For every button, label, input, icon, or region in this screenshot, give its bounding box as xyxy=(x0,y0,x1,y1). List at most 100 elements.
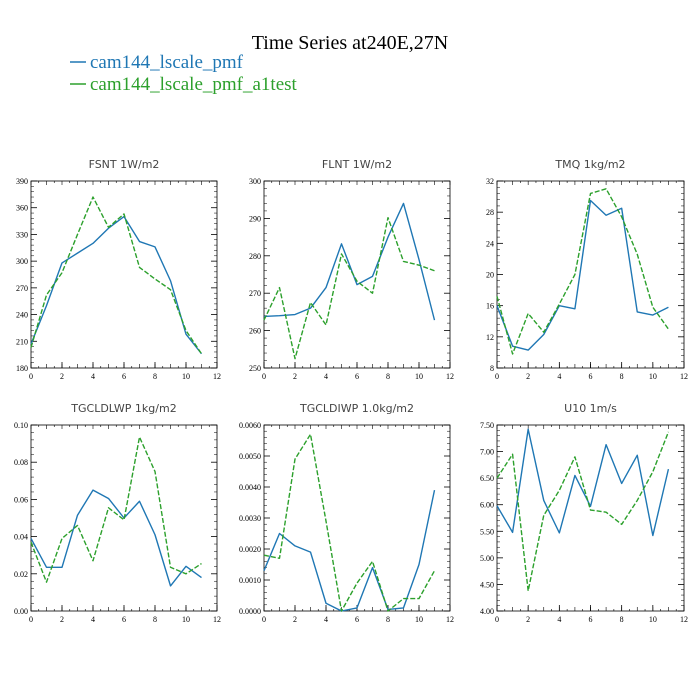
legend: cam144_lscale_pmf cam144_lscale_pmf_a1te… xyxy=(70,52,298,95)
legend-label-series-1: cam144_lscale_pmf xyxy=(90,52,244,73)
legend-label-series-2: cam144_lscale_pmf_a1test xyxy=(90,74,298,95)
y-tick-label: 390 xyxy=(16,177,28,186)
y-tick-label: 0.08 xyxy=(14,458,28,467)
x-tick-label: 6 xyxy=(122,615,126,624)
panel-title: TGCLDLWP 1kg/m2 xyxy=(70,402,176,415)
panel-2: FLNT 1W/m2 0 2 4 6 8 10 12 250 260 270 280 290 300 xyxy=(249,158,454,381)
y-tick-label: 16 xyxy=(486,302,494,311)
x-tick-label: 2 xyxy=(60,615,64,624)
y-tick-label: 28 xyxy=(486,208,494,217)
y-tick-label: 210 xyxy=(16,337,28,346)
x-tick-label: 10 xyxy=(649,372,657,381)
x-tick-label: 12 xyxy=(213,372,221,381)
series-line-1 xyxy=(263,489,436,612)
x-tick-label: 4 xyxy=(91,615,95,624)
x-tick-label: 12 xyxy=(446,615,454,624)
y-tick-label: 4.50 xyxy=(480,580,494,589)
x-tick-label: 6 xyxy=(355,615,359,624)
x-tick-label: 8 xyxy=(153,615,157,624)
x-tick-label: 2 xyxy=(526,615,530,624)
y-tick-label: 4.00 xyxy=(480,607,494,616)
series-line-2 xyxy=(496,188,669,355)
x-tick-label: 6 xyxy=(355,372,359,381)
series-line-2 xyxy=(30,196,203,355)
series-line-2 xyxy=(263,216,435,360)
y-tick-label: 0.0030 xyxy=(239,514,261,523)
y-tick-label: 0.0000 xyxy=(239,607,261,616)
y-tick-label: 260 xyxy=(249,327,261,336)
x-tick-label: 10 xyxy=(182,372,190,381)
panel-title: TMQ 1kg/m2 xyxy=(554,158,625,171)
panel-5: TGCLDIWP 1.0kg/m2 0 2 4 6 8 10 12 0.0000 0.0010 0.… xyxy=(239,402,454,624)
series-line-1 xyxy=(263,202,436,321)
y-tick-label: 330 xyxy=(16,230,28,239)
y-tick-label: 32 xyxy=(486,177,494,186)
y-tick-label: 0.0060 xyxy=(239,421,261,430)
y-tick-label: 240 xyxy=(16,311,28,320)
panel-4: TGCLDLWP 1kg/m2 0 2 4 6 8 10 12 0.00 0.02 0.04 0.06… xyxy=(14,402,221,624)
panel-6: U10 1m/s 0 2 4 6 8 10 12 4.00 4.50 5.00 5.50 6.00 6.5… xyxy=(480,402,688,624)
y-tick-label: 0.0020 xyxy=(239,545,261,554)
y-tick-label: 0.0050 xyxy=(239,452,261,461)
series-line-2 xyxy=(496,431,670,592)
series-line-1 xyxy=(30,215,203,355)
y-tick-label: 250 xyxy=(249,364,261,373)
y-tick-label: 300 xyxy=(16,257,28,266)
y-tick-label: 6.00 xyxy=(480,501,494,510)
y-tick-label: 270 xyxy=(249,289,261,298)
y-tick-label: 24 xyxy=(486,239,494,248)
x-tick-label: 0 xyxy=(495,615,499,624)
x-tick-label: 2 xyxy=(293,615,297,624)
y-tick-label: 0.04 xyxy=(14,533,28,542)
x-tick-label: 4 xyxy=(324,372,328,381)
x-tick-label: 4 xyxy=(557,615,561,624)
y-tick-label: 12 xyxy=(486,333,494,342)
x-tick-label: 12 xyxy=(446,372,454,381)
x-tick-label: 6 xyxy=(589,615,593,624)
x-tick-label: 0 xyxy=(262,615,266,624)
x-tick-label: 0 xyxy=(29,615,33,624)
x-tick-label: 2 xyxy=(60,372,64,381)
y-tick-label: 20 xyxy=(486,271,494,280)
y-tick-label: 0.10 xyxy=(14,421,28,430)
x-tick-label: 8 xyxy=(386,615,390,624)
x-tick-label: 8 xyxy=(386,372,390,381)
x-tick-label: 0 xyxy=(262,372,266,381)
x-tick-label: 4 xyxy=(324,615,328,624)
x-tick-label: 10 xyxy=(649,615,657,624)
y-tick-label: 5.00 xyxy=(480,554,494,563)
series-line-1 xyxy=(496,199,669,351)
series-line-2 xyxy=(263,433,436,612)
x-tick-label: 4 xyxy=(557,372,561,381)
x-tick-label: 10 xyxy=(415,372,423,381)
panel-1: FSNT 1W/m2 0 2 4 6 8 10 12 180 210 240 270 300 330 360… xyxy=(16,158,221,381)
panel-title: FSNT 1W/m2 xyxy=(89,158,160,171)
x-tick-label: 2 xyxy=(526,372,530,381)
y-tick-label: 5.50 xyxy=(480,527,494,536)
figure-title: Time Series at240E,27N xyxy=(252,32,448,54)
y-tick-label: 270 xyxy=(16,284,28,293)
y-tick-label: 6.50 xyxy=(480,474,494,483)
y-tick-label: 0.06 xyxy=(14,495,28,504)
x-tick-label: 8 xyxy=(620,372,624,381)
x-tick-label: 10 xyxy=(182,615,190,624)
x-tick-label: 12 xyxy=(680,615,688,624)
series-line-2 xyxy=(30,436,202,583)
y-tick-label: 0.02 xyxy=(14,570,28,579)
y-tick-label: 280 xyxy=(249,252,261,261)
panel-title: FLNT 1W/m2 xyxy=(322,158,392,171)
y-tick-label: 7.00 xyxy=(480,448,494,457)
x-tick-label: 10 xyxy=(415,615,423,624)
y-tick-label: 7.50 xyxy=(480,421,494,430)
x-tick-label: 0 xyxy=(29,372,33,381)
x-tick-label: 8 xyxy=(153,372,157,381)
y-tick-label: 0.0040 xyxy=(239,483,261,492)
x-tick-label: 2 xyxy=(293,372,297,381)
x-tick-label: 12 xyxy=(213,615,221,624)
series-line-1 xyxy=(30,489,202,587)
x-tick-label: 8 xyxy=(620,615,624,624)
y-tick-label: 180 xyxy=(16,364,28,373)
